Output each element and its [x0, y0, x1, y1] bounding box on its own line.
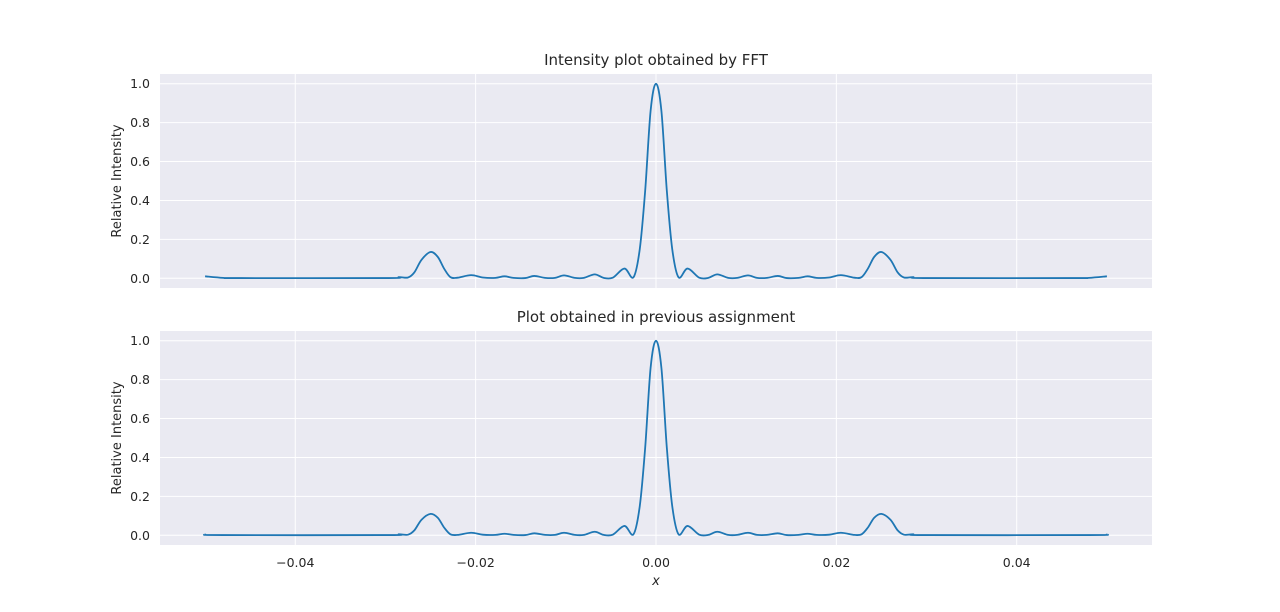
y-tick-label-previous-0: 0.0	[130, 528, 150, 543]
x-axis-label: x	[651, 574, 660, 589]
y-tick-label-fft-1: 0.2	[130, 232, 150, 247]
x-tick-label-previous-2: 0.00	[642, 555, 670, 570]
x-ticks-previous: −0.04 −0.02 0.00 0.02 0.04	[276, 555, 1031, 570]
intensity-curve-fft	[205, 82, 1107, 280]
x-tick-label-previous-0: −0.04	[276, 555, 314, 570]
panel-previous: 0.0 0.2 0.4 0.6 0.8 1.0 −0.04 −0.02 0.00 0.02 0.0…	[110, 308, 1152, 589]
y-tick-label-previous-4: 0.8	[130, 372, 150, 387]
panel-fft: 0.0 0.2 0.4 0.6 0.8 1.0 Intensity plot obtain…	[110, 51, 1152, 288]
chart-title-fft: Intensity plot obtained by FFT	[544, 51, 769, 69]
y-tick-label-previous-2: 0.4	[130, 450, 150, 465]
y-tick-label-fft-2: 0.4	[130, 193, 150, 208]
y-tick-label-fft-0: 0.0	[130, 271, 150, 286]
x-tick-label-previous-4: 0.04	[1003, 555, 1031, 570]
y-axis-label-fft: Relative Intensity	[110, 124, 125, 237]
y-tick-label-fft-4: 0.8	[130, 115, 150, 130]
y-ticks-fft: 0.0 0.2 0.4 0.6 0.8 1.0	[130, 76, 150, 286]
y-axis-label-previous: Relative Intensity	[110, 381, 125, 494]
y-tick-label-fft-3: 0.6	[130, 154, 150, 169]
x-tick-label-previous-1: −0.02	[456, 555, 494, 570]
y-tick-label-fft-5: 1.0	[130, 76, 150, 91]
y-tick-label-previous-3: 0.6	[130, 411, 150, 426]
y-tick-label-previous-5: 1.0	[130, 333, 150, 348]
chart-title-previous: Plot obtained in previous assignment	[517, 308, 796, 326]
x-tick-label-previous-3: 0.02	[822, 555, 850, 570]
y-ticks-previous: 0.0 0.2 0.4 0.6 0.8 1.0	[130, 333, 150, 543]
y-tick-label-previous-1: 0.2	[130, 489, 150, 504]
intensity-curve-previous	[203, 339, 1109, 537]
